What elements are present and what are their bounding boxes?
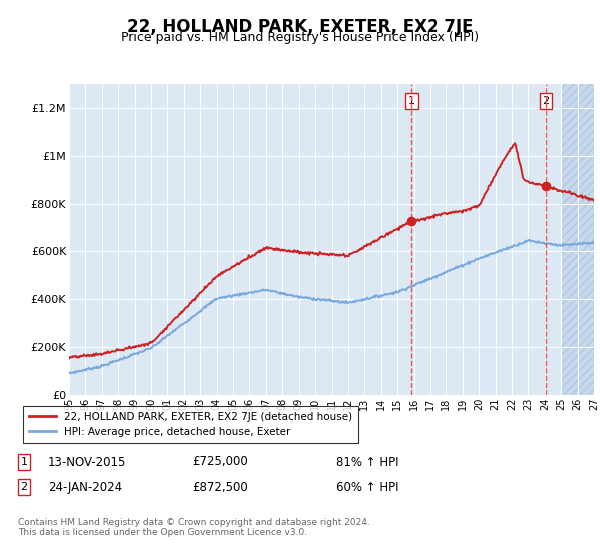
Text: 22, HOLLAND PARK, EXETER, EX2 7JE: 22, HOLLAND PARK, EXETER, EX2 7JE <box>127 18 473 36</box>
Text: £725,000: £725,000 <box>192 455 248 469</box>
Text: 2: 2 <box>542 96 550 106</box>
Text: 13-NOV-2015: 13-NOV-2015 <box>48 455 127 469</box>
Text: £872,500: £872,500 <box>192 480 248 494</box>
Text: 1: 1 <box>408 96 415 106</box>
Text: 24-JAN-2024: 24-JAN-2024 <box>48 480 122 494</box>
Text: 60% ↑ HPI: 60% ↑ HPI <box>336 480 398 494</box>
Text: 1: 1 <box>20 457 28 467</box>
Text: 81% ↑ HPI: 81% ↑ HPI <box>336 455 398 469</box>
Text: Contains HM Land Registry data © Crown copyright and database right 2024.
This d: Contains HM Land Registry data © Crown c… <box>18 518 370 538</box>
Text: Price paid vs. HM Land Registry's House Price Index (HPI): Price paid vs. HM Land Registry's House … <box>121 31 479 44</box>
Legend: 22, HOLLAND PARK, EXETER, EX2 7JE (detached house), HPI: Average price, detached: 22, HOLLAND PARK, EXETER, EX2 7JE (detac… <box>23 405 358 444</box>
Bar <box>561 84 594 395</box>
Text: 2: 2 <box>20 482 28 492</box>
